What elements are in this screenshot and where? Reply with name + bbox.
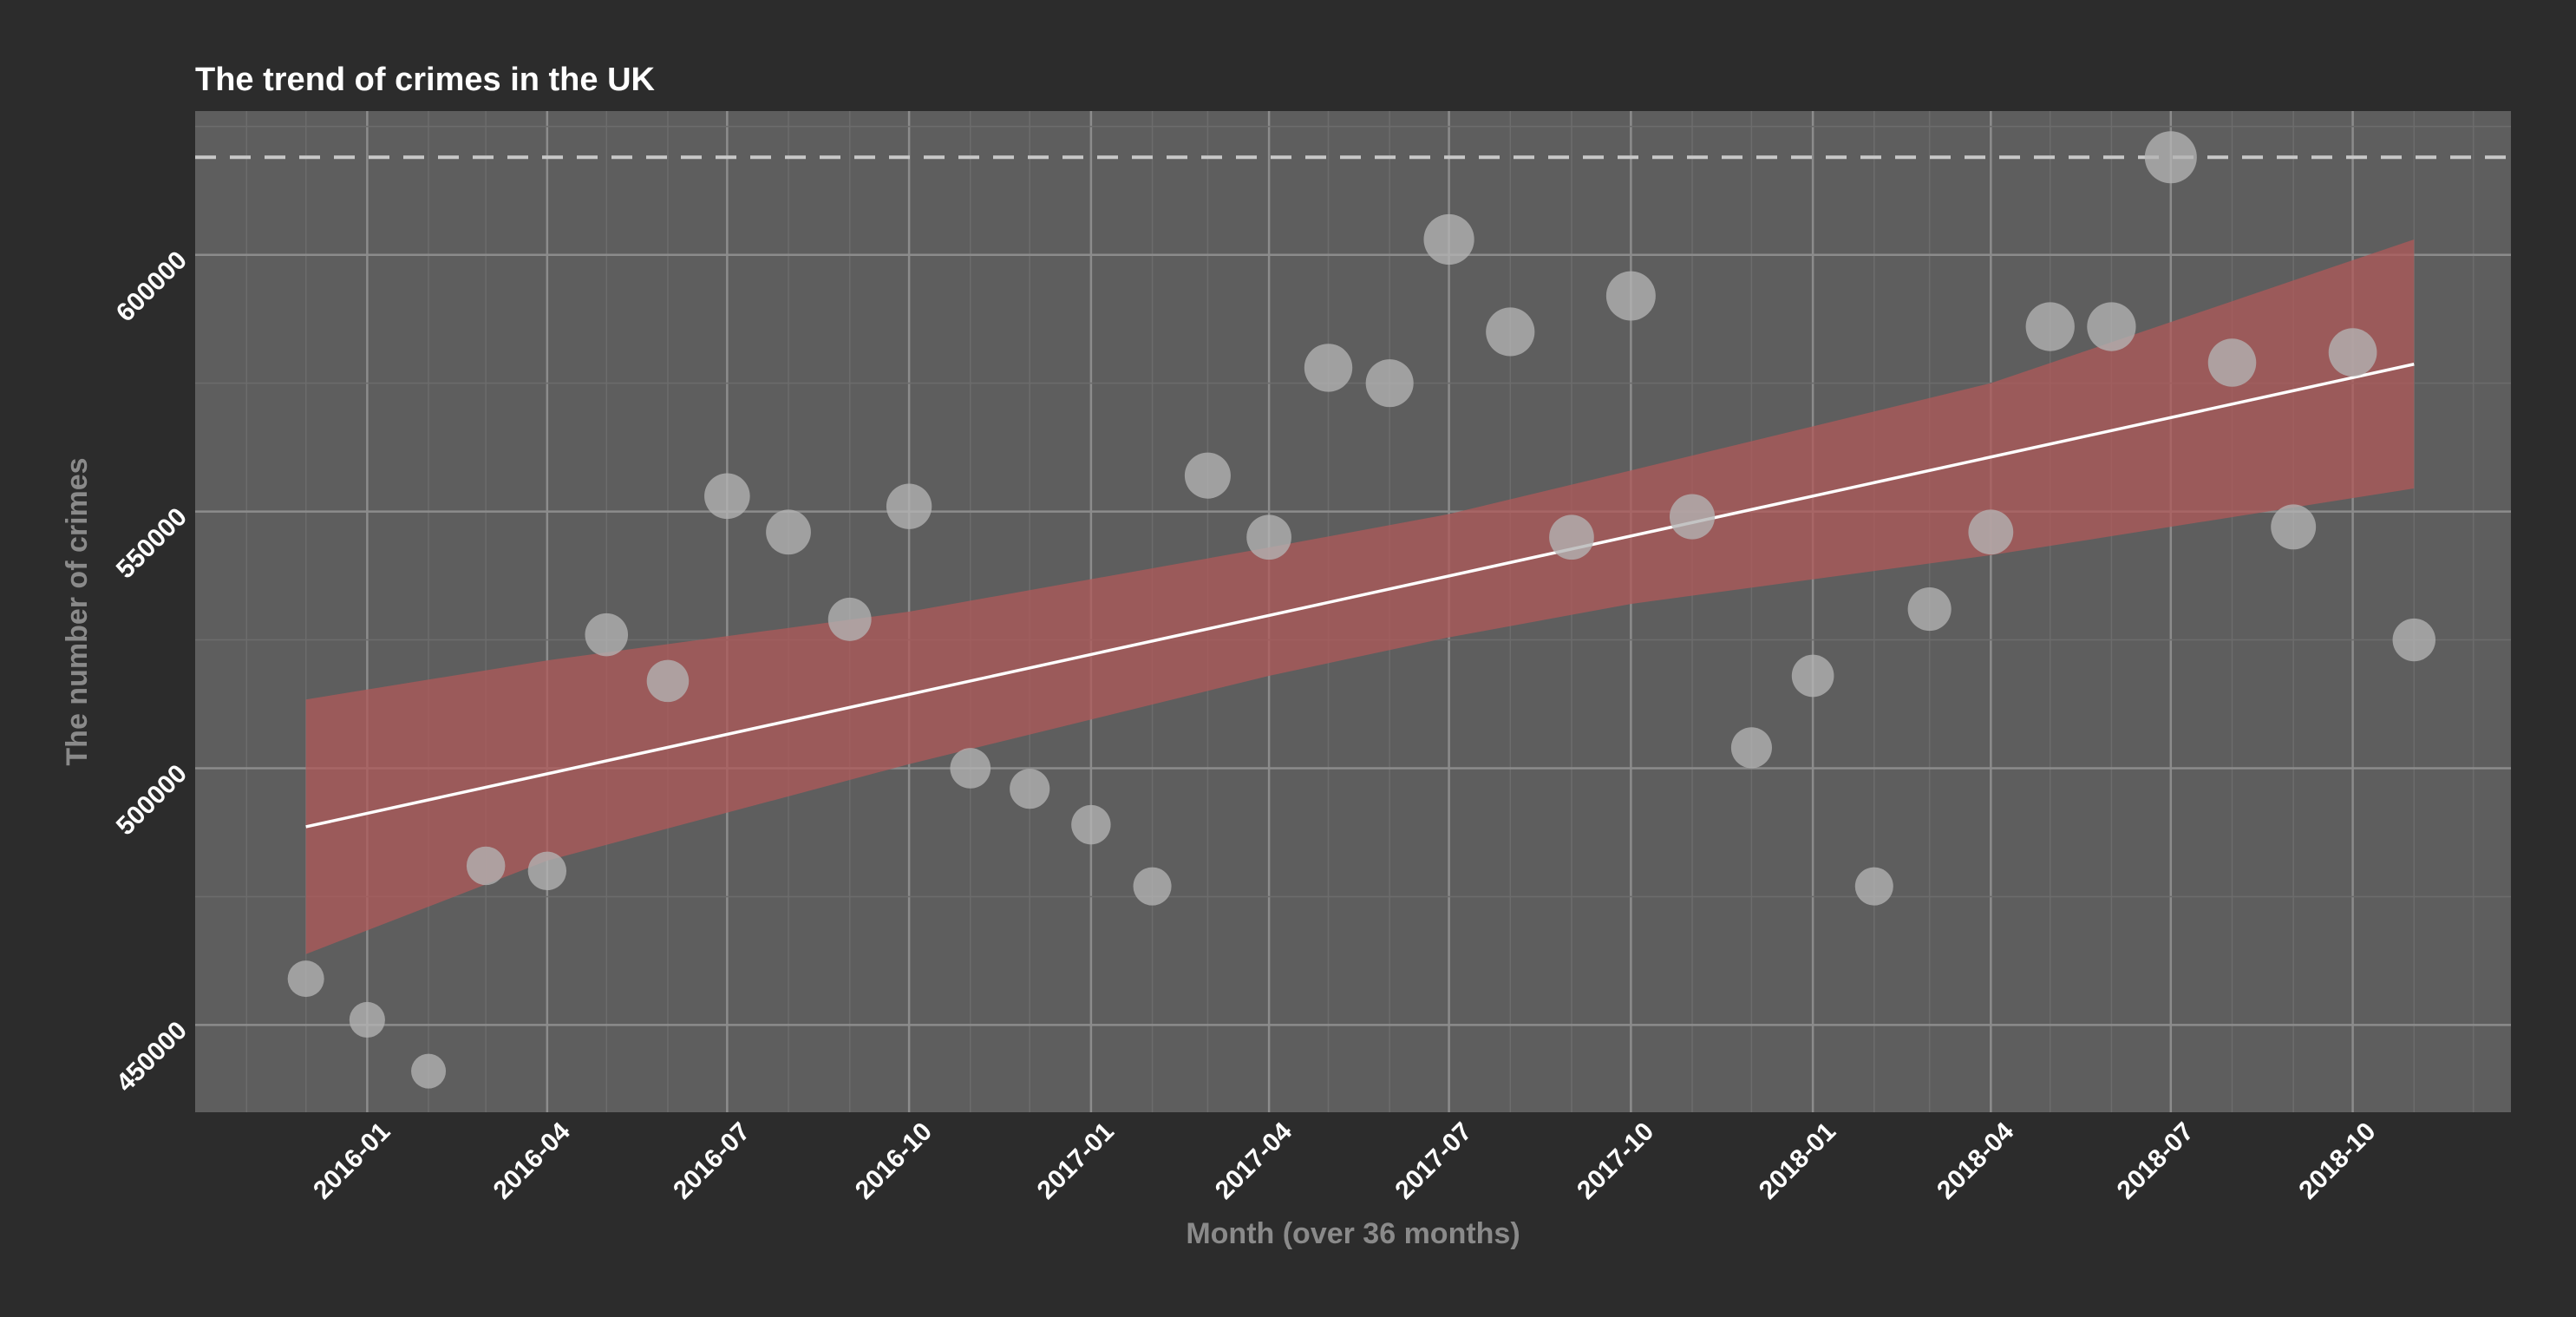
data-point-3 — [411, 1053, 447, 1089]
data-point-16 — [1184, 452, 1231, 499]
data-point-27 — [1854, 867, 1893, 906]
data-point-31 — [2087, 302, 2136, 351]
data-point-25 — [1730, 727, 1772, 769]
data-point-12 — [950, 748, 991, 789]
data-point-20 — [1423, 213, 1474, 265]
data-point-14 — [1071, 804, 1111, 845]
x-axis-title: Month (over 36 months) — [1186, 1217, 1520, 1250]
data-points — [287, 131, 2435, 1089]
data-point-29 — [1968, 509, 2014, 555]
data-point-26 — [1791, 654, 1834, 698]
data-point-28 — [1907, 586, 1952, 632]
data-point-9 — [766, 509, 811, 555]
data-point-8 — [704, 473, 750, 520]
data-point-21 — [1486, 307, 1535, 357]
data-point-23 — [1605, 271, 1656, 321]
chart-title: The trend of crimes in the UK — [195, 62, 656, 98]
data-point-11 — [886, 483, 932, 529]
data-point-30 — [2025, 302, 2075, 351]
data-point-22 — [1549, 514, 1594, 560]
data-point-34 — [2271, 504, 2317, 550]
y-axis-title: The number of crimes — [61, 457, 94, 765]
trend-line-layer — [305, 363, 2415, 829]
data-point-1 — [287, 960, 324, 998]
data-point-15 — [1133, 867, 1172, 906]
data-point-17 — [1246, 514, 1291, 560]
data-point-32 — [2144, 131, 2197, 184]
trend-line — [305, 363, 2415, 829]
data-point-10 — [827, 597, 872, 641]
data-point-36 — [2392, 618, 2435, 662]
data-point-5 — [527, 851, 567, 891]
data-point-33 — [2207, 338, 2257, 387]
data-point-24 — [1669, 494, 1716, 540]
data-point-13 — [1010, 769, 1050, 809]
data-point-4 — [466, 846, 506, 886]
data-point-35 — [2328, 328, 2377, 377]
data-point-18 — [1304, 344, 1353, 392]
data-point-6 — [585, 613, 629, 657]
data-point-19 — [1365, 359, 1414, 408]
data-point-7 — [646, 659, 690, 703]
data-point-2 — [349, 1001, 385, 1039]
